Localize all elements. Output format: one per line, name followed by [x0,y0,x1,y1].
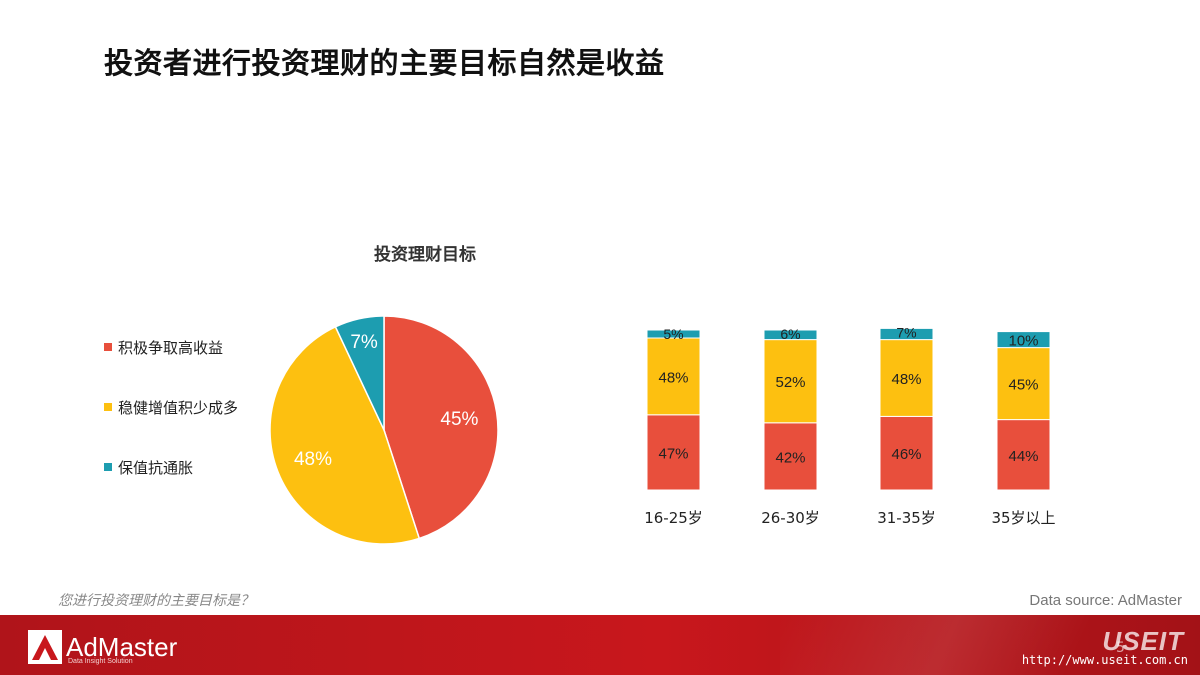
useit-watermark: USEIT [1102,626,1184,656]
bar-category-label: 35岁以上 [991,509,1055,527]
bar-category-label: 31-35岁 [877,509,936,527]
admaster-logo-icon [28,630,62,664]
pie-slice-label: 48% [294,449,332,470]
bar-segment-label: 52% [775,374,805,391]
legend-label: 稳健增值积少成多 [118,398,239,417]
bar-segment-label: 47% [658,445,688,462]
pie-slice [383,315,499,540]
bar-segment-label: 48% [658,369,688,386]
bar-segment-label: 5% [663,326,683,342]
bar-segment [763,329,818,341]
bar-segment [996,347,1051,421]
pie-slice-label: 45% [440,409,478,430]
logo-text: AdMaster [66,632,178,662]
bar-category-label: 16-25岁 [644,509,703,527]
survey-question: 您进行投资理财的主要目标是？ [58,593,254,609]
logo-tagline: Data Insight Solution [68,658,133,665]
bar-segment-label: 42% [775,449,805,466]
bar-segment-label: 45% [1008,377,1038,394]
pie-chart: 45% 48% 7% [269,315,499,545]
bar-segment-label: 7% [896,324,916,340]
useit-url: http://www.useit.com.cn [1021,653,1188,667]
bar-segment [879,415,934,491]
legend-swatch-red [104,343,112,351]
pie-legend: 积极争取高收益 稳健增值积少成多 保值抗通胀 [104,336,238,516]
charts-canvas: 45% 48% 7% 47% 48% 5% 16-25岁 42% 52% 6% 26-30岁 46%… [269,315,1056,545]
data-source: Data source: AdMaster [1029,592,1182,609]
admaster-logo: AdMaster [28,630,177,664]
bar-segment-label: 10% [1008,333,1038,350]
bar-segment [763,422,818,491]
legend-swatch-yellow [104,403,112,411]
legend-swatch-teal [104,463,112,471]
bar-category-label: 26-30岁 [761,509,820,527]
page-number: 5 [1116,640,1125,656]
slide-title: 投资者进行投资理财的主要目标自然是收益 [104,46,665,80]
bar-segment [879,327,934,341]
bar-segment-label: 6% [780,326,800,342]
bar-segment-label: 44% [1008,448,1038,465]
legend-item-aggressive: 积极争取高收益 [104,336,238,358]
legend-label: 积极争取高收益 [118,338,224,357]
legend-label: 保值抗通胀 [118,458,194,477]
bar-segment-label: 48% [891,371,921,388]
bar-segment [996,419,1051,491]
legend-item-inflation: 保值抗通胀 [104,456,238,478]
footer-bar [0,615,1200,675]
pie-slice [269,325,421,545]
stacked-bar-chart: 47% 48% 5% 16-25岁 42% 52% 6% 26-30岁 46% 48% 7% 31-3… [644,324,1055,527]
bar-segment-label: 46% [891,446,921,463]
pie-slice [334,315,385,431]
footer-decoration [780,615,1200,675]
legend-item-steady: 稳健增值积少成多 [104,396,238,418]
bar-segment [646,329,701,339]
bar-segment [996,331,1051,349]
pie-slice-label: 7% [350,332,378,353]
pie-chart-title: 投资理财目标 [374,245,476,265]
